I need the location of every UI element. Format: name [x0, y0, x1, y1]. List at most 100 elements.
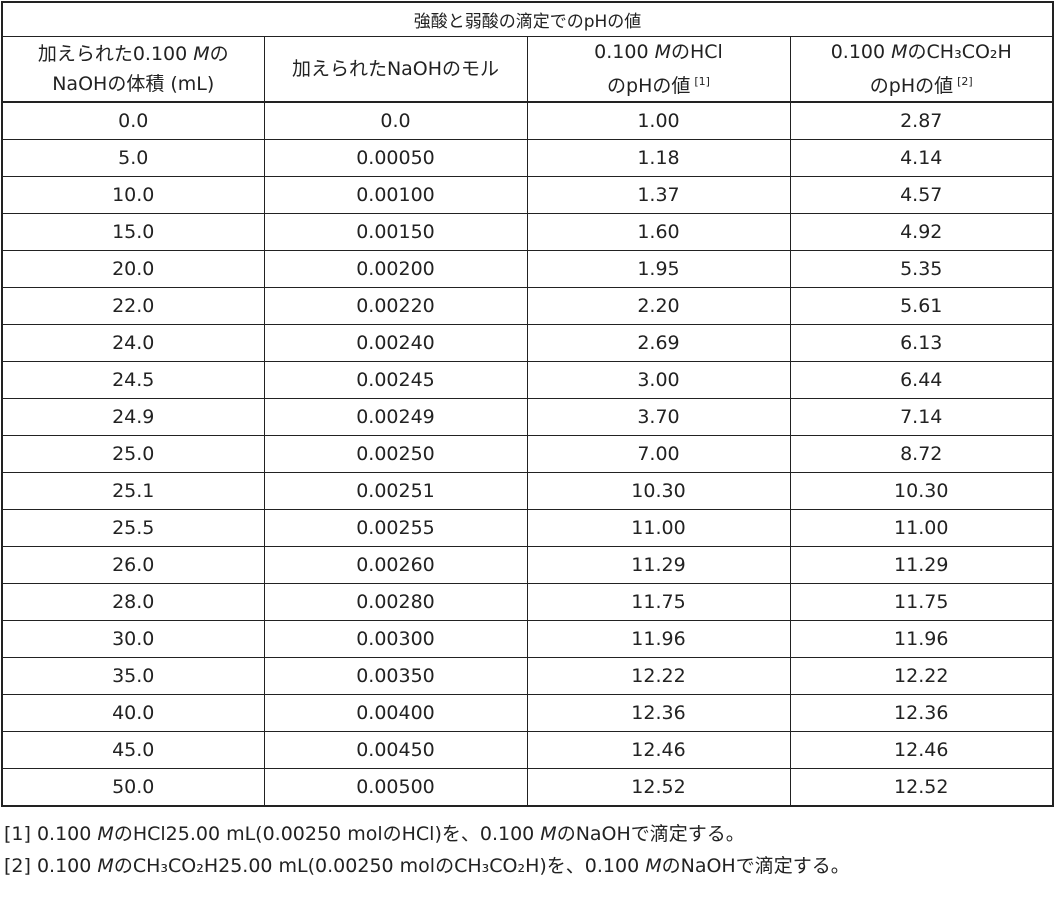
cell-hcl-ph: 1.18: [526, 139, 791, 177]
table-row: 22.0 0.00220 2.20 5.61: [1, 287, 1054, 325]
cell-acetic-ph: 11.96: [789, 620, 1054, 658]
cell-naoh-moles: 0.00400: [263, 694, 528, 732]
cell-hcl-ph: 1.37: [526, 176, 791, 214]
table-row: 0.0 0.0 1.00 2.87: [1, 101, 1054, 140]
cell-acetic-ph: 6.13: [789, 324, 1054, 362]
cell-acetic-ph: 4.14: [789, 139, 1054, 177]
table-row: 24.5 0.00245 3.00 6.44: [1, 361, 1054, 399]
cell-acetic-ph: 5.61: [789, 287, 1054, 325]
header-row: 加えられた0.100 Mの NaOHの体積 (mL) 加えられたNaOHのモル …: [1, 36, 1054, 103]
cell-naoh-moles: 0.00260: [263, 546, 528, 584]
header-naoh-moles: 加えられたNaOHのモル: [263, 36, 528, 103]
header-hcl-ph: 0.100 MのHCl のpHの値 [1]: [526, 36, 791, 103]
header-acetic-ph: 0.100 MのCH₃CO₂H のpHの値 [2]: [789, 36, 1054, 103]
table-row: 25.0 0.00250 7.00 8.72: [1, 435, 1054, 473]
cell-acetic-ph: 11.75: [789, 583, 1054, 621]
cell-hcl-ph: 1.60: [526, 213, 791, 251]
header-naoh-volume: 加えられた0.100 Mの NaOHの体積 (mL): [1, 36, 265, 103]
cell-naoh-volume: 24.5: [1, 361, 265, 399]
table-body: 0.0 0.0 1.00 2.87 5.0 0.00050 1.18 4.14 10.0 0.00…: [1, 101, 1054, 807]
cell-acetic-ph: 2.87: [789, 101, 1054, 140]
cell-hcl-ph: 2.20: [526, 287, 791, 325]
cell-naoh-volume: 10.0: [1, 176, 265, 214]
cell-hcl-ph: 12.52: [526, 768, 791, 807]
cell-naoh-volume: 25.0: [1, 435, 265, 473]
table-row: 28.0 0.00280 11.75 11.75: [1, 583, 1054, 621]
footnote-2: [2] 0.100 MのCH₃CO₂H25.00 mL(0.00250 molの…: [4, 855, 850, 877]
cell-naoh-volume: 24.0: [1, 324, 265, 362]
cell-naoh-volume: 25.1: [1, 472, 265, 510]
cell-naoh-volume: 0.0: [1, 101, 265, 140]
cell-naoh-volume: 28.0: [1, 583, 265, 621]
cell-hcl-ph: 12.46: [526, 731, 791, 769]
cell-naoh-volume: 15.0: [1, 213, 265, 251]
cell-hcl-ph: 3.00: [526, 361, 791, 399]
cell-naoh-moles: 0.00500: [263, 768, 528, 807]
cell-naoh-volume: 45.0: [1, 731, 265, 769]
cell-naoh-moles: 0.00050: [263, 139, 528, 177]
cell-hcl-ph: 3.70: [526, 398, 791, 436]
cell-acetic-ph: 11.00: [789, 509, 1054, 547]
table-row: 24.0 0.00240 2.69 6.13: [1, 324, 1054, 362]
cell-hcl-ph: 11.29: [526, 546, 791, 584]
table-row: 26.0 0.00260 11.29 11.29: [1, 546, 1054, 584]
cell-naoh-moles: 0.00300: [263, 620, 528, 658]
cell-naoh-moles: 0.00245: [263, 361, 528, 399]
cell-naoh-volume: 50.0: [1, 768, 265, 807]
table-row: 25.5 0.00255 11.00 11.00: [1, 509, 1054, 547]
table-row: 30.0 0.00300 11.96 11.96: [1, 620, 1054, 658]
cell-naoh-moles: 0.0: [263, 101, 528, 140]
cell-naoh-volume: 5.0: [1, 139, 265, 177]
cell-hcl-ph: 11.96: [526, 620, 791, 658]
table-row: 25.1 0.00251 10.30 10.30: [1, 472, 1054, 510]
cell-acetic-ph: 12.46: [789, 731, 1054, 769]
table-row: 35.0 0.00350 12.22 12.22: [1, 657, 1054, 695]
cell-acetic-ph: 8.72: [789, 435, 1054, 473]
cell-naoh-moles: 0.00249: [263, 398, 528, 436]
cell-naoh-moles: 0.00200: [263, 250, 528, 288]
cell-acetic-ph: 6.44: [789, 361, 1054, 399]
cell-hcl-ph: 1.00: [526, 101, 791, 140]
ph-titration-table: 強酸と弱酸の滴定でのpHの値 加えられた0.100 Mの NaOHの体積 (mL…: [0, 1, 1054, 807]
cell-acetic-ph: 11.29: [789, 546, 1054, 584]
cell-naoh-volume: 24.9: [1, 398, 265, 436]
table-row: 50.0 0.00500 12.52 12.52: [1, 768, 1054, 807]
cell-naoh-volume: 26.0: [1, 546, 265, 584]
cell-naoh-moles: 0.00255: [263, 509, 528, 547]
cell-hcl-ph: 12.22: [526, 657, 791, 695]
table-row: 10.0 0.00100 1.37 4.57: [1, 176, 1054, 214]
cell-acetic-ph: 4.92: [789, 213, 1054, 251]
cell-naoh-moles: 0.00100: [263, 176, 528, 214]
cell-naoh-volume: 35.0: [1, 657, 265, 695]
cell-naoh-moles: 0.00150: [263, 213, 528, 251]
cell-acetic-ph: 5.35: [789, 250, 1054, 288]
cell-naoh-moles: 0.00240: [263, 324, 528, 362]
cell-naoh-volume: 40.0: [1, 694, 265, 732]
cell-naoh-moles: 0.00251: [263, 472, 528, 510]
cell-naoh-volume: 22.0: [1, 287, 265, 325]
cell-hcl-ph: 12.36: [526, 694, 791, 732]
footnote-1: [1] 0.100 MのHCl25.00 mL(0.00250 molのHCl)…: [4, 823, 745, 845]
cell-naoh-moles: 0.00250: [263, 435, 528, 473]
cell-acetic-ph: 12.52: [789, 768, 1054, 807]
cell-hcl-ph: 7.00: [526, 435, 791, 473]
table-row: 5.0 0.00050 1.18 4.14: [1, 139, 1054, 177]
cell-naoh-moles: 0.00450: [263, 731, 528, 769]
table-row: 15.0 0.00150 1.60 4.92: [1, 213, 1054, 251]
cell-naoh-moles: 0.00350: [263, 657, 528, 695]
table-caption: 強酸と弱酸の滴定でのpHの値: [0, 1, 1054, 37]
table-row: 24.9 0.00249 3.70 7.14: [1, 398, 1054, 436]
cell-hcl-ph: 10.30: [526, 472, 791, 510]
cell-acetic-ph: 12.22: [789, 657, 1054, 695]
cell-naoh-volume: 30.0: [1, 620, 265, 658]
cell-naoh-volume: 25.5: [1, 509, 265, 547]
cell-acetic-ph: 10.30: [789, 472, 1054, 510]
cell-acetic-ph: 7.14: [789, 398, 1054, 436]
cell-hcl-ph: 11.75: [526, 583, 791, 621]
cell-naoh-volume: 20.0: [1, 250, 265, 288]
footnote-ref-2: [2]: [957, 75, 973, 88]
cell-hcl-ph: 11.00: [526, 509, 791, 547]
cell-hcl-ph: 2.69: [526, 324, 791, 362]
cell-hcl-ph: 1.95: [526, 250, 791, 288]
